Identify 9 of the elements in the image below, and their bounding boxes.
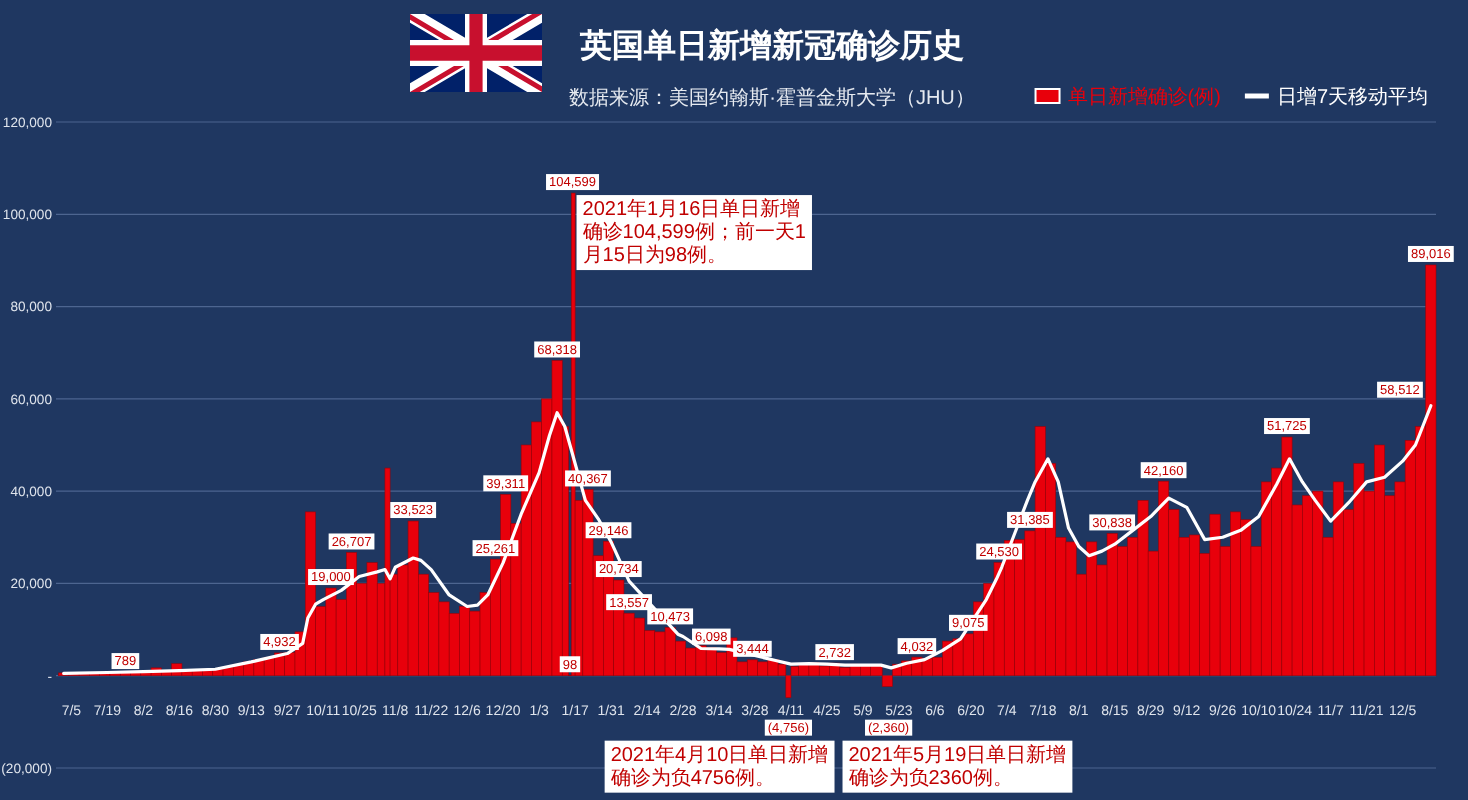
legend-label: 单日新增确诊(例) xyxy=(1067,85,1221,109)
annotation: 2021年5月19日单日新增确诊为负2360例。 xyxy=(842,740,1073,793)
annotation: 2021年4月10日单日新增确诊为负4756例。 xyxy=(604,740,835,793)
title: 英国单日新增新冠确诊历史 xyxy=(580,30,964,64)
legend-item: 日增7天移动平均 xyxy=(1244,87,1428,109)
annotation: 2021年1月16日单日新增确诊104,599例；前一天1月15日为98例。 xyxy=(576,195,812,271)
legend-label: 日增7天移动平均 xyxy=(1276,85,1428,109)
legend-item: 单日新增确诊(例) xyxy=(1034,87,1221,109)
subtitle: 数据来源：美国约翰斯·霍普金斯大学（JHU） xyxy=(569,88,975,110)
